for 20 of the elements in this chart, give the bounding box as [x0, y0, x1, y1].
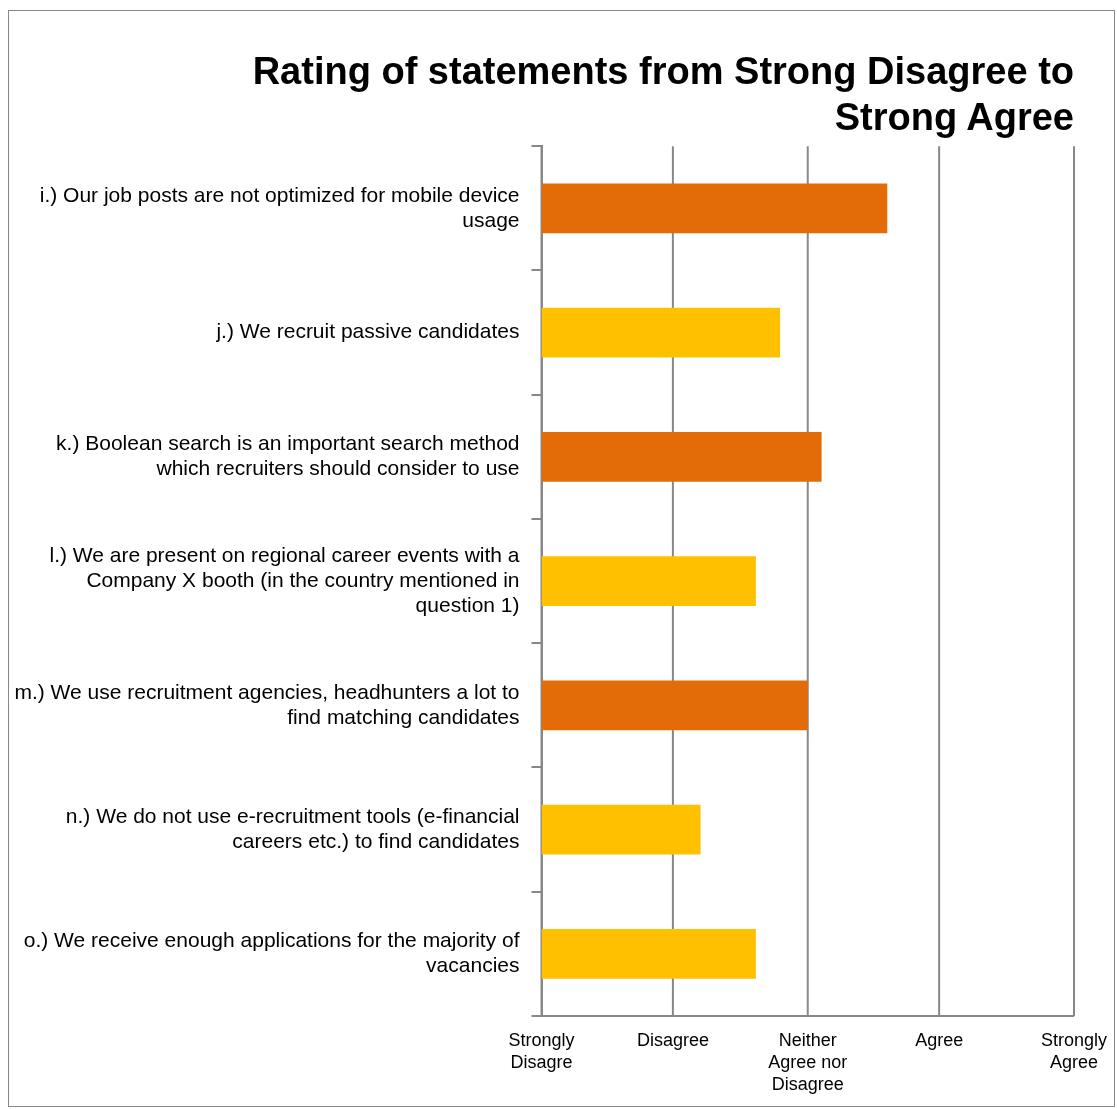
y-tick-label: n.) We do not use e-recruitment tools (e-financial careers etc.) to find candidates [65, 803, 520, 853]
y-tick-label: l.) We are present on regional career events with a Company X booth (in the country mentioned in question 1) [49, 542, 520, 617]
ref-line-label: Disagree [636, 1029, 709, 1050]
y-tick-label: m.) We use recruitment agencies, headhunters a lot to find matching candidates [14, 679, 520, 728]
bar [541, 804, 701, 855]
y-tick-label: k.) Boolean search is an important search method which recruiters should consider to use [56, 431, 520, 480]
bar [541, 431, 822, 482]
chart-title: Rating of statements from Strong Disagree to Strong Agree [252, 50, 1074, 138]
y-tick-label: j.) We recruit passive candidates [215, 319, 520, 343]
bar [541, 183, 888, 234]
ref-line-label: Strongly Agree [1040, 1029, 1108, 1072]
bar [541, 307, 781, 358]
ref-line-label: Strongly Disagre [508, 1029, 575, 1072]
ref-line-label: Neither Agree nor Disagree [768, 1029, 848, 1094]
y-tick-label: o.) We receive enough applications for the majority of vacancies [23, 928, 520, 977]
bar [541, 680, 808, 731]
bar [541, 556, 756, 606]
ref-line-label: Agree [915, 1029, 964, 1050]
bar [541, 929, 756, 979]
y-tick-label: i.) Our job posts are not optimized for mobile device usage [39, 182, 520, 231]
